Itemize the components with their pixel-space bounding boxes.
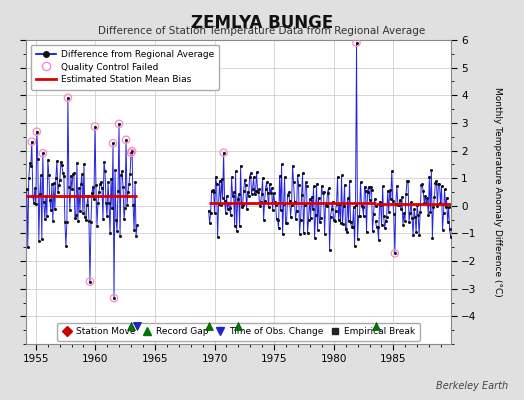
Point: [352, 40, 361, 46]
Point: [115, 121, 123, 127]
Point: [122, 136, 130, 143]
Point: [109, 140, 117, 146]
Point: [64, 94, 72, 101]
Text: Berkeley Earth: Berkeley Earth: [436, 381, 508, 391]
Point: [390, 250, 399, 257]
Point: [28, 138, 36, 145]
Point: [32, 128, 41, 135]
Point: [110, 295, 118, 301]
Y-axis label: Monthly Temperature Anomaly Difference (°C): Monthly Temperature Anomaly Difference (…: [493, 87, 502, 297]
Point: [128, 148, 136, 154]
Text: ZEMLYA BUNGE: ZEMLYA BUNGE: [191, 14, 333, 32]
Point: [86, 278, 94, 285]
Point: [39, 150, 47, 156]
Point: [127, 150, 135, 156]
Legend: Station Move, Record Gap, Time of Obs. Change, Empirical Break: Station Move, Record Gap, Time of Obs. C…: [57, 323, 420, 341]
Point: [91, 123, 99, 130]
Point: [220, 150, 228, 156]
Text: Difference of Station Temperature Data from Regional Average: Difference of Station Temperature Data f…: [99, 26, 425, 36]
